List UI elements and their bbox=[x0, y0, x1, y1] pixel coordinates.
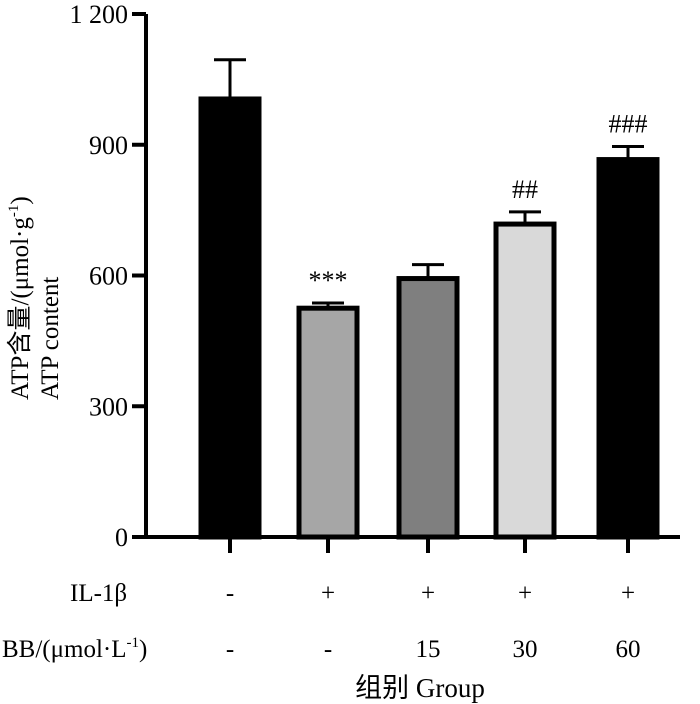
row2-value: - bbox=[226, 636, 234, 663]
row1-value: + bbox=[321, 580, 335, 607]
row1-values: - + + + + bbox=[226, 580, 635, 607]
significance-label: ### bbox=[609, 109, 648, 138]
row2-label-prefix: BB/(μmol·L bbox=[2, 636, 127, 663]
row2-value: 30 bbox=[513, 636, 538, 663]
row1-value: + bbox=[621, 580, 635, 607]
row1-value: + bbox=[518, 580, 532, 607]
y-axis-title-en: ATP content bbox=[37, 277, 64, 400]
bar bbox=[493, 221, 557, 540]
row2-value: - bbox=[324, 636, 332, 663]
row2-label: BB/(μmol·L-1) bbox=[2, 635, 147, 663]
row1-value: - bbox=[226, 580, 234, 607]
y-axis-title-cn-sup: -1 bbox=[6, 205, 22, 218]
y-tick-label: 300 bbox=[89, 392, 128, 421]
row2-label-sup: -1 bbox=[127, 635, 140, 651]
bars-group: ***##### bbox=[198, 58, 660, 540]
row2-value: 15 bbox=[416, 636, 441, 663]
significance-label: ## bbox=[512, 175, 538, 204]
y-axis-title-cn-end: ) bbox=[7, 196, 34, 204]
x-axis-title: 组别 Group bbox=[355, 673, 485, 703]
bar bbox=[296, 305, 360, 540]
row1-value: + bbox=[421, 580, 435, 607]
y-axis-title-cn: ATP含量/(μmol·g-1) bbox=[6, 196, 34, 400]
y-tick-label: 900 bbox=[89, 131, 128, 160]
row2-value: 60 bbox=[616, 636, 641, 663]
bar bbox=[396, 276, 460, 540]
y-axis-title-cn-main: ATP含量/(μmol·g bbox=[6, 217, 34, 400]
y-tick-label: 600 bbox=[89, 262, 128, 291]
bar bbox=[198, 96, 262, 540]
row1-label: IL-1β bbox=[70, 580, 127, 607]
row2-values: - - 15 30 60 bbox=[226, 636, 641, 663]
row2-label-suffix: ) bbox=[139, 636, 147, 663]
bar bbox=[596, 157, 660, 540]
significance-label: *** bbox=[309, 266, 348, 295]
y-tick-label: 0 bbox=[115, 523, 128, 552]
y-axis: 0 300 600 900 1 200 bbox=[70, 0, 148, 552]
y-tick-label: 1 200 bbox=[70, 0, 129, 29]
